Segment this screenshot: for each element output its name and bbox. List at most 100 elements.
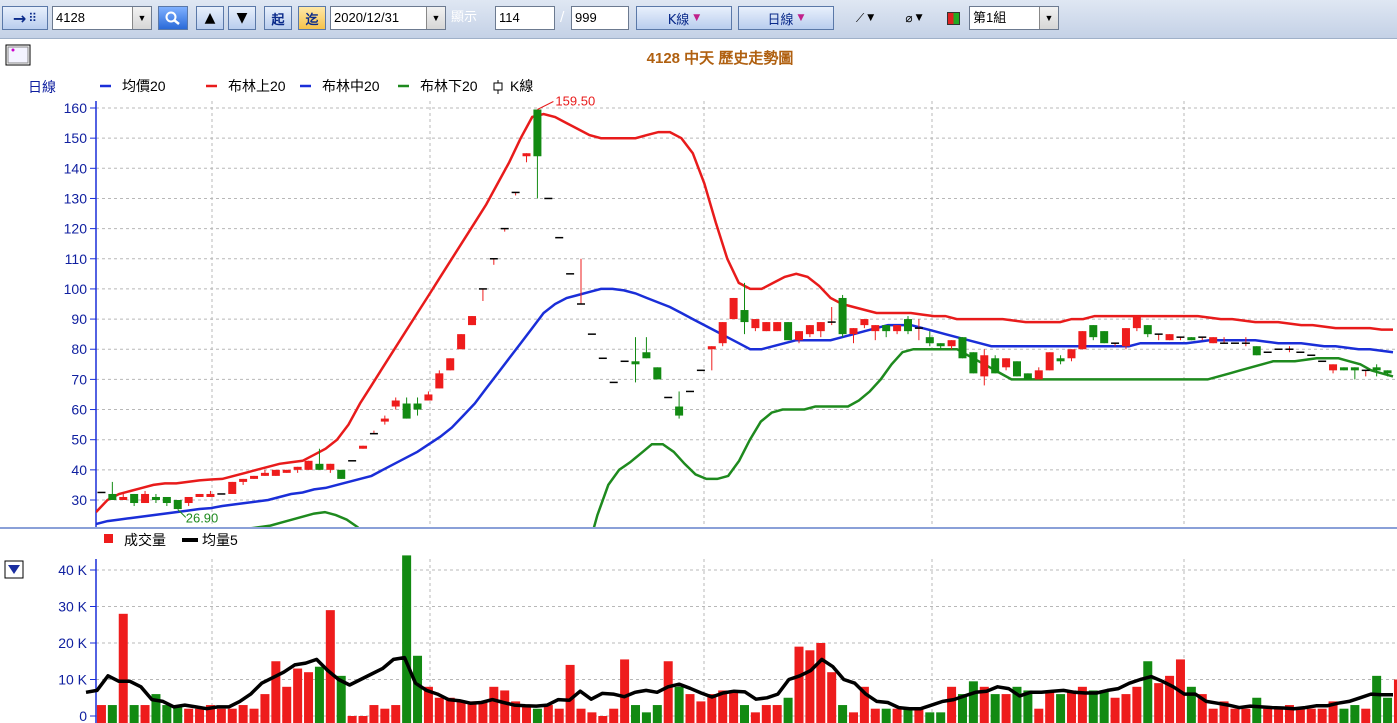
candlestick <box>1067 349 1076 362</box>
candlestick <box>162 496 171 507</box>
volume-bar <box>1208 708 1218 723</box>
scroll-up-button[interactable]: ▲ <box>196 6 224 30</box>
candlestick <box>1111 342 1120 347</box>
volume-bar <box>1154 683 1164 723</box>
volume-bar <box>118 613 128 723</box>
eraser-tool[interactable]: ⌀ ▼ <box>892 6 936 30</box>
start-date-button[interactable]: 起 <box>264 6 292 30</box>
candlestick <box>1339 367 1348 371</box>
candlestick <box>435 370 444 389</box>
chart-title: 4128 中天 歷史走勢圖 <box>647 49 794 67</box>
volume-axis <box>90 559 97 723</box>
volume-bar <box>848 712 858 723</box>
volume-tick-label: 0 <box>79 708 87 723</box>
menu-button[interactable]: → ⠿ <box>2 6 48 30</box>
candlestick <box>446 358 455 371</box>
volume-bar <box>1317 708 1327 723</box>
volume-bar <box>892 708 902 723</box>
volume-bar <box>1143 661 1153 723</box>
stock-code-input[interactable]: 4128 ▼ <box>52 6 152 30</box>
volume-bar <box>1034 708 1044 723</box>
dropdown-arrow-icon: ▼ <box>797 13 805 23</box>
volume-bar <box>1056 694 1066 723</box>
candlestick <box>958 337 967 359</box>
dropdown-arrow-icon: ▼ <box>693 13 701 23</box>
candlestick <box>173 500 182 510</box>
draw-line-tool[interactable]: ⟋ ▼ <box>842 6 888 30</box>
scroll-down-button[interactable]: ▼ <box>228 6 256 30</box>
volume-bar <box>282 686 292 723</box>
candlestick <box>468 316 477 326</box>
candlestick <box>282 469 291 473</box>
triangle-up-icon: ▲ <box>204 10 216 26</box>
volume-bar <box>500 690 510 723</box>
candlestick <box>1176 336 1185 341</box>
kline-menu-button[interactable]: K線 ▼ <box>636 6 732 30</box>
pencil-line-icon: ⟋ <box>855 10 865 25</box>
volume-bar <box>380 708 390 723</box>
volume-bar <box>870 708 880 723</box>
volume-bar <box>522 705 532 723</box>
volume-bar <box>914 708 924 723</box>
volume-bar <box>663 661 673 723</box>
volume-bar <box>1393 679 1397 723</box>
end-date-button[interactable]: 迄 <box>298 6 326 30</box>
period-menu-button[interactable]: 日線 ▼ <box>738 6 834 30</box>
candlestick <box>914 319 923 341</box>
price-tick-label: 150 <box>64 130 88 146</box>
candlestick <box>337 469 346 479</box>
stock-dropdown-button[interactable]: ▼ <box>132 7 151 29</box>
candlestick <box>882 325 891 338</box>
price-tick-label: 130 <box>64 190 88 206</box>
candlestick <box>805 325 814 338</box>
price-chart: 4128 中天 歷史走勢圖 日線 均價20 布林上20 布林中20 布林下20 K線 3… <box>5 44 1397 527</box>
color-palette-button[interactable] <box>942 6 964 30</box>
group-select[interactable]: 第1組 ▼ <box>969 6 1059 30</box>
volume-bar <box>1165 675 1175 723</box>
candlestick <box>827 307 836 326</box>
volume-bar <box>162 705 172 723</box>
volume-bar <box>598 716 608 723</box>
volume-bar <box>402 555 412 723</box>
date-input[interactable]: 2020/12/31 ▼ <box>330 6 446 30</box>
volume-bar <box>1339 708 1349 723</box>
chevron-down-icon: ▼ <box>431 13 441 23</box>
candlestick <box>380 415 389 425</box>
candlestick <box>871 325 880 341</box>
volume-bar <box>445 697 455 723</box>
min-marker: 26.90 <box>177 508 218 525</box>
volume-bar <box>423 686 433 723</box>
candlestick <box>184 496 193 507</box>
volume-bar <box>1132 686 1142 723</box>
toolbar: → ⠿ 4128 ▼ ▲ ▼ 起 迄 2020/12/31 ▼ 顯示 114 /… <box>0 0 1397 39</box>
search-button[interactable] <box>158 6 188 30</box>
show-count-input[interactable]: 114 <box>495 6 555 30</box>
price-tick-label: 40 <box>71 462 87 478</box>
date-dropdown-button[interactable]: ▼ <box>426 7 445 29</box>
volume-chart: 成交量 均量5 0 10 K 20 K 30 K 40 K <box>4 532 1397 723</box>
total-count-input[interactable]: 999 <box>571 6 629 30</box>
group-dropdown-button[interactable]: ▼ <box>1039 7 1058 29</box>
volume-bar <box>1306 708 1316 723</box>
candlestick <box>478 288 487 301</box>
collapse-panel-icon[interactable] <box>4 560 24 579</box>
window-restore-icon[interactable] <box>5 44 31 66</box>
candlesticks <box>97 109 1392 510</box>
volume-bar <box>707 694 717 723</box>
volume-bar <box>391 705 401 723</box>
panel-divider[interactable] <box>0 527 1397 529</box>
candlestick <box>522 153 531 163</box>
candlestick <box>773 322 782 332</box>
candlestick <box>141 490 150 504</box>
candlestick <box>1132 316 1141 332</box>
volume-bar <box>1001 694 1011 723</box>
volume-ma-legend-label: 均量5 <box>202 532 238 548</box>
candlestick <box>936 343 945 350</box>
volume-bar <box>336 675 346 723</box>
candlestick <box>260 469 269 476</box>
candlestick <box>239 478 248 485</box>
period-menu-label: 日線 <box>767 12 794 28</box>
candlestick <box>925 331 934 347</box>
candlestick <box>903 316 912 335</box>
volume-bar <box>478 701 488 723</box>
